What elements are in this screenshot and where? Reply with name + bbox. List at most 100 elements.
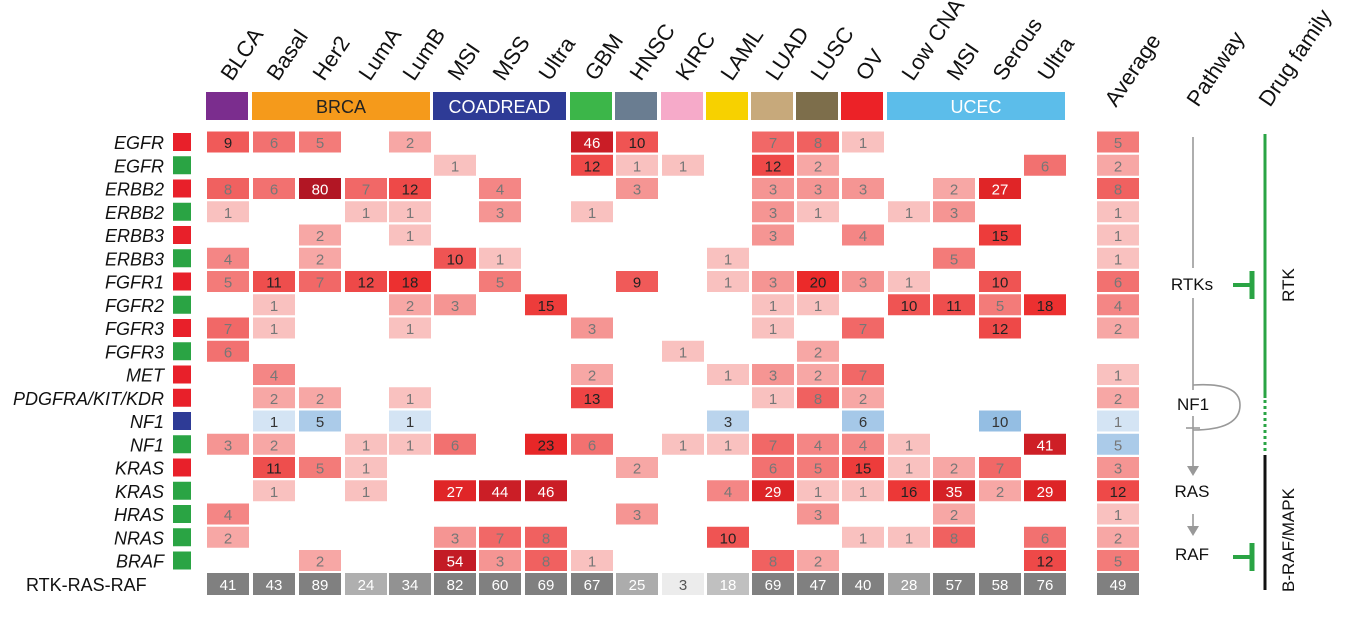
avg-cell-18 <box>1097 550 1139 571</box>
gene-label-17: NRAS <box>114 528 164 548</box>
summary-cell-6 <box>479 573 521 595</box>
cell-value-16-16: 2 <box>950 507 958 524</box>
gene-label-7: FGFR2 <box>105 296 164 316</box>
cell-value-14-12: 6 <box>769 461 777 478</box>
group-label-1: BRCA <box>316 97 366 117</box>
summary-cell-3 <box>345 573 387 595</box>
cell-value-13-18: 41 <box>1037 437 1054 454</box>
cell-13-18 <box>1024 433 1066 455</box>
cell-6-15 <box>888 271 930 292</box>
cell-value-17-14: 1 <box>859 530 867 547</box>
cell-value-3-8: 1 <box>588 205 596 222</box>
cell-10-14 <box>842 364 884 385</box>
cell-value-11-4: 1 <box>406 391 414 408</box>
avg-cell-3 <box>1097 201 1139 223</box>
cell-0-9 <box>616 131 658 153</box>
group-bar-10 <box>887 92 1065 120</box>
summary-label: RTK-RAS-RAF <box>26 575 147 595</box>
cell-value-1-18: 6 <box>1041 158 1049 175</box>
cell-value-8-8: 3 <box>588 321 596 338</box>
avg-cell-12 <box>1097 410 1139 432</box>
cell-value-14-15: 1 <box>905 461 913 478</box>
gene-label-15: KRAS <box>115 482 164 502</box>
cell-value-2-14: 3 <box>859 182 867 199</box>
alteration-type-marker-10 <box>173 365 191 384</box>
column-header-4: LumB <box>397 23 450 85</box>
cell-value-17-0: 2 <box>224 530 232 547</box>
summary-value-18: 76 <box>1037 577 1054 594</box>
cell-6-2 <box>299 271 341 292</box>
cell-13-13 <box>797 433 839 455</box>
cell-value-5-16: 5 <box>950 251 958 268</box>
cell-18-8 <box>571 550 613 571</box>
cell-value-7-12: 1 <box>769 298 777 315</box>
cell-15-17 <box>979 480 1021 502</box>
gene-label-6: FGFR1 <box>105 273 164 293</box>
avg-value-0: 5 <box>1114 135 1122 152</box>
cell-value-6-6: 5 <box>496 275 504 292</box>
cell-value-6-1: 11 <box>266 275 282 292</box>
cell-value-7-13: 1 <box>814 298 822 315</box>
gene-label-0: EGFR <box>114 133 164 153</box>
cell-value-14-2: 5 <box>316 461 324 478</box>
summary-value-9: 25 <box>629 577 646 594</box>
cell-6-14 <box>842 271 884 292</box>
avg-value-11: 2 <box>1114 391 1122 408</box>
gene-label-3: ERBB2 <box>105 203 164 223</box>
group-bar-1 <box>252 92 430 120</box>
cell-4-12 <box>752 224 794 246</box>
avg-cell-1 <box>1097 154 1139 176</box>
summary-cell-13 <box>797 573 839 595</box>
cell-value-15-3: 1 <box>362 484 370 501</box>
cell-18-2 <box>299 550 341 571</box>
alteration-type-marker-9 <box>173 342 191 361</box>
cell-value-11-13: 8 <box>814 391 822 408</box>
alteration-type-marker-7 <box>173 295 191 314</box>
avg-cell-14 <box>1097 457 1139 478</box>
alteration-type-marker-8 <box>173 319 191 337</box>
cell-14-2 <box>299 457 341 478</box>
pathway-header: Pathway <box>1181 27 1249 111</box>
cell-value-0-8: 46 <box>584 135 601 152</box>
cell-value-14-3: 1 <box>362 461 370 478</box>
cell-value-14-17: 7 <box>996 461 1004 478</box>
cell-11-13 <box>797 387 839 409</box>
cell-value-15-5: 27 <box>447 484 464 501</box>
cell-14-17 <box>979 457 1021 478</box>
group-bar-7 <box>751 92 793 120</box>
avg-value-13: 5 <box>1114 437 1122 454</box>
cell-value-6-11: 1 <box>724 275 732 292</box>
summary-cell-16 <box>933 573 975 595</box>
cell-6-12 <box>752 271 794 292</box>
gene-label-9: FGFR3 <box>105 342 164 362</box>
cell-value-14-9: 2 <box>633 461 641 478</box>
alteration-type-marker-14 <box>173 458 191 477</box>
cell-13-4 <box>389 433 431 455</box>
cell-4-4 <box>389 224 431 246</box>
cell-value-14-13: 5 <box>814 461 822 478</box>
cell-value-12-11: 3 <box>724 414 732 431</box>
summary-cell-11 <box>707 573 749 595</box>
summary-cell-12 <box>752 573 794 595</box>
cell-12-11 <box>707 410 749 432</box>
cell-2-1 <box>253 178 295 199</box>
cell-15-12 <box>752 480 794 502</box>
cell-value-14-14: 15 <box>855 461 872 478</box>
cell-13-12 <box>752 433 794 455</box>
gene-row-labels: EGFR EGFR ERBB2 ERBB2 ERBB3 ERBB3 FGFR1 FGFR2 FG… <box>13 133 191 572</box>
cell-18-7 <box>525 550 567 571</box>
cell-value-6-3: 12 <box>358 275 375 292</box>
avg-value-8: 2 <box>1114 321 1122 338</box>
summary-value-2: 89 <box>312 577 329 594</box>
cell-16-9 <box>616 503 658 525</box>
cell-3-0 <box>207 201 249 223</box>
alteration-type-marker-3 <box>173 202 191 221</box>
cell-value-6-13: 20 <box>810 275 827 292</box>
cell-value-15-1: 1 <box>270 484 278 501</box>
column-header-5: MSI <box>442 38 485 84</box>
cell-14-1 <box>253 457 295 478</box>
cell-value-1-10: 1 <box>679 158 687 175</box>
avg-value-14: 3 <box>1114 461 1122 478</box>
cell-value-12-4: 1 <box>406 414 414 431</box>
cell-value-11-8: 13 <box>584 391 601 408</box>
